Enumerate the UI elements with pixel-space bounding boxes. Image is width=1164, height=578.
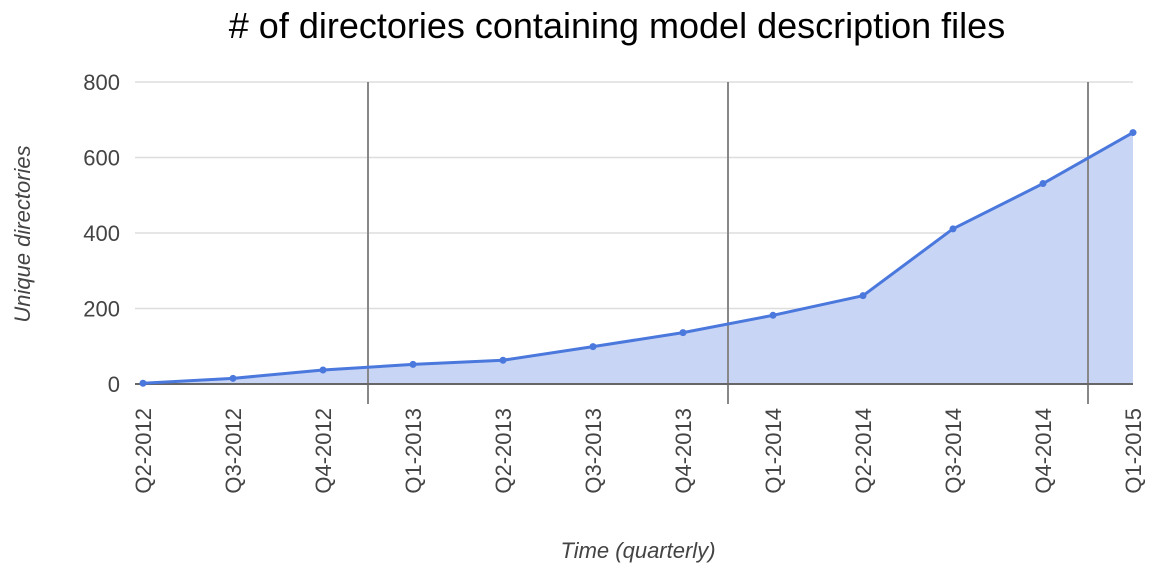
chart-title: # of directories containing model descri…: [229, 5, 1005, 46]
x-tick-label: Q1-2013: [401, 408, 426, 494]
y-tick-label: 200: [83, 297, 120, 322]
x-tick-label: Q1-2014: [761, 408, 786, 494]
x-tick-label: Q2-2012: [131, 408, 156, 494]
x-tick-label: Q4-2012: [311, 408, 336, 494]
data-point: [769, 311, 777, 319]
x-tick-label: Q3-2012: [221, 408, 246, 494]
data-point: [1039, 180, 1047, 188]
plot-area: 0 200 400 600 800 Q2-2012 Q3-2012 Q4-2012 Q1-201…: [83, 70, 1146, 494]
x-tick-label: Q2-2014: [851, 408, 876, 494]
data-point: [319, 366, 327, 374]
x-tick-label: Q4-2014: [1031, 408, 1056, 494]
y-axis-title: Unique directories: [10, 145, 35, 322]
data-point: [409, 360, 417, 368]
x-tick-label: Q4-2013: [671, 408, 696, 494]
x-axis-title: Time (quarterly): [560, 538, 715, 563]
y-tick-label: 600: [83, 146, 120, 171]
data-point: [139, 379, 147, 387]
data-point: [949, 225, 957, 233]
data-point: [1129, 129, 1137, 137]
y-tick-label: 800: [83, 70, 120, 95]
x-tick-label: Q2-2013: [491, 408, 516, 494]
data-point: [859, 292, 867, 300]
data-point: [229, 374, 237, 382]
x-tick-label: Q3-2013: [581, 408, 606, 494]
data-point: [499, 356, 507, 364]
y-tick-label: 0: [108, 372, 120, 397]
series-area: [143, 132, 1133, 384]
data-point: [589, 343, 597, 351]
x-tick-label: Q3-2014: [941, 408, 966, 494]
data-point: [679, 329, 687, 337]
y-tick-label: 400: [83, 221, 120, 246]
series-line: [142, 131, 1134, 385]
x-tick-label: Q1-2015: [1121, 408, 1146, 494]
